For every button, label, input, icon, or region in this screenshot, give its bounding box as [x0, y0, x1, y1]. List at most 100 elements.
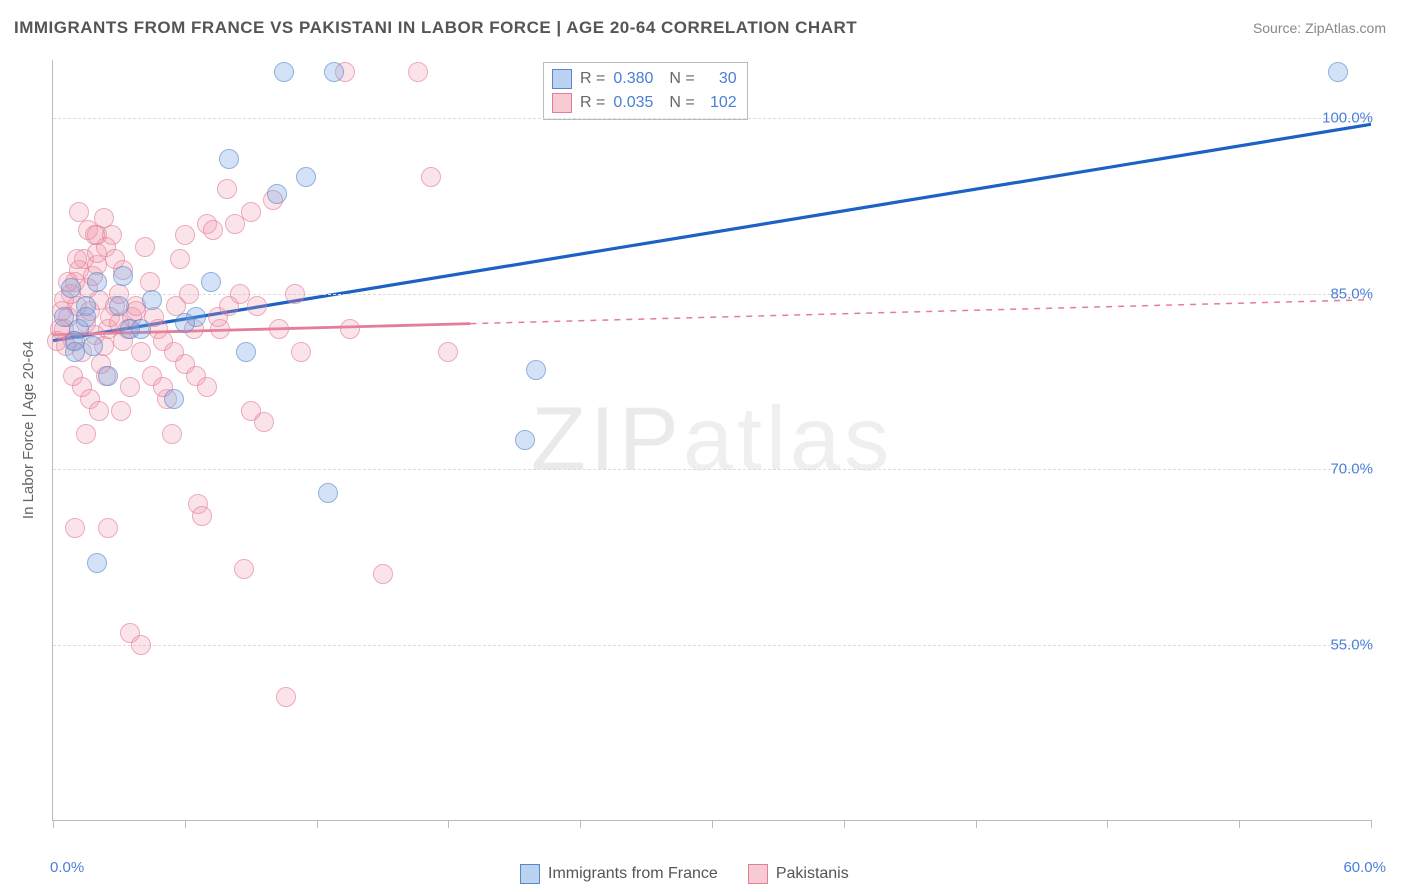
- data-point: [135, 237, 155, 257]
- x-tick: [844, 820, 845, 828]
- data-point: [111, 401, 131, 421]
- data-point: [241, 401, 261, 421]
- data-point: [76, 307, 96, 327]
- data-point: [373, 564, 393, 584]
- stat-r-label: R =: [580, 67, 605, 91]
- data-point: [236, 342, 256, 362]
- y-tick-label: 70.0%: [1330, 461, 1373, 478]
- x-tick: [712, 820, 713, 828]
- gridline: [53, 645, 1371, 646]
- data-point: [408, 62, 428, 82]
- stat-n-value: 30: [703, 67, 737, 91]
- trend-lines: [53, 60, 1371, 820]
- data-point: [170, 249, 190, 269]
- stats-row: R = 0.035 N = 102: [552, 91, 737, 115]
- data-point: [164, 389, 184, 409]
- data-point: [142, 290, 162, 310]
- chart-title: IMMIGRANTS FROM FRANCE VS PAKISTANI IN L…: [14, 18, 857, 38]
- data-point: [87, 272, 107, 292]
- data-point: [274, 62, 294, 82]
- data-point: [201, 272, 221, 292]
- stat-r-value: 0.035: [613, 91, 661, 115]
- data-point: [98, 518, 118, 538]
- y-axis-label: In Labor Force | Age 20-64: [20, 341, 37, 519]
- data-point: [340, 319, 360, 339]
- data-point: [83, 336, 103, 356]
- x-tick: [53, 820, 54, 828]
- data-point: [285, 284, 305, 304]
- data-point: [291, 342, 311, 362]
- data-point: [131, 342, 151, 362]
- legend-swatch: [552, 69, 572, 89]
- data-point: [94, 208, 114, 228]
- x-tick: [976, 820, 977, 828]
- data-point: [175, 313, 195, 333]
- legend-swatch: [520, 864, 540, 884]
- legend-label: Pakistanis: [776, 865, 849, 883]
- stats-box: R = 0.380 N = 30 R = 0.035 N = 102: [543, 62, 748, 120]
- watermark-thin: atlas: [683, 390, 893, 490]
- data-point: [131, 319, 151, 339]
- y-tick-label: 85.0%: [1330, 285, 1373, 302]
- data-point: [515, 430, 535, 450]
- x-tick: [448, 820, 449, 828]
- data-point: [131, 635, 151, 655]
- x-tick: [580, 820, 581, 828]
- stat-r-value: 0.380: [613, 67, 661, 91]
- watermark-bold: ZIP: [531, 390, 683, 490]
- x-tick: [317, 820, 318, 828]
- data-point: [113, 266, 133, 286]
- source-label: Source: ZipAtlas.com: [1253, 20, 1386, 36]
- stats-row: R = 0.380 N = 30: [552, 67, 737, 91]
- data-point: [438, 342, 458, 362]
- data-point: [192, 506, 212, 526]
- legend-swatch: [748, 864, 768, 884]
- data-point: [175, 225, 195, 245]
- data-point: [230, 284, 250, 304]
- x-tick: [1371, 820, 1372, 828]
- gridline: [53, 469, 1371, 470]
- data-point: [241, 202, 261, 222]
- y-tick-label: 100.0%: [1322, 110, 1373, 127]
- data-point: [296, 167, 316, 187]
- data-point: [276, 687, 296, 707]
- data-point: [421, 167, 441, 187]
- x-axis-min-label: 0.0%: [50, 859, 84, 876]
- data-point: [67, 249, 87, 269]
- gridline: [53, 118, 1371, 119]
- x-tick: [1239, 820, 1240, 828]
- data-point: [120, 377, 140, 397]
- data-point: [65, 518, 85, 538]
- data-point: [179, 284, 199, 304]
- stat-r-label: R =: [580, 91, 605, 115]
- x-tick: [185, 820, 186, 828]
- data-point: [65, 342, 85, 362]
- data-point: [267, 184, 287, 204]
- data-point: [89, 401, 109, 421]
- x-axis-max-label: 60.0%: [1343, 859, 1386, 876]
- data-point: [269, 319, 289, 339]
- plot-area: ZIPatlas R = 0.380 N = 30 R = 0.035 N = 102 55.…: [52, 60, 1371, 821]
- stat-n-label: N =: [669, 67, 694, 91]
- data-point: [324, 62, 344, 82]
- data-point: [318, 483, 338, 503]
- stat-n-value: 102: [703, 91, 737, 115]
- data-point: [109, 296, 129, 316]
- watermark: ZIPatlas: [531, 389, 893, 492]
- data-point: [85, 225, 105, 245]
- data-point: [1328, 62, 1348, 82]
- data-point: [217, 179, 237, 199]
- y-tick-label: 55.0%: [1330, 636, 1373, 653]
- data-point: [197, 377, 217, 397]
- legend-item: Pakistanis: [748, 864, 849, 884]
- gridline: [53, 294, 1371, 295]
- data-point: [87, 553, 107, 573]
- data-point: [203, 220, 223, 240]
- data-point: [162, 424, 182, 444]
- legend-item: Immigrants from France: [520, 864, 718, 884]
- legend-label: Immigrants from France: [548, 865, 718, 883]
- stat-n-label: N =: [669, 91, 694, 115]
- data-point: [76, 424, 96, 444]
- bottom-legend: Immigrants from France Pakistanis: [520, 864, 849, 884]
- data-point: [526, 360, 546, 380]
